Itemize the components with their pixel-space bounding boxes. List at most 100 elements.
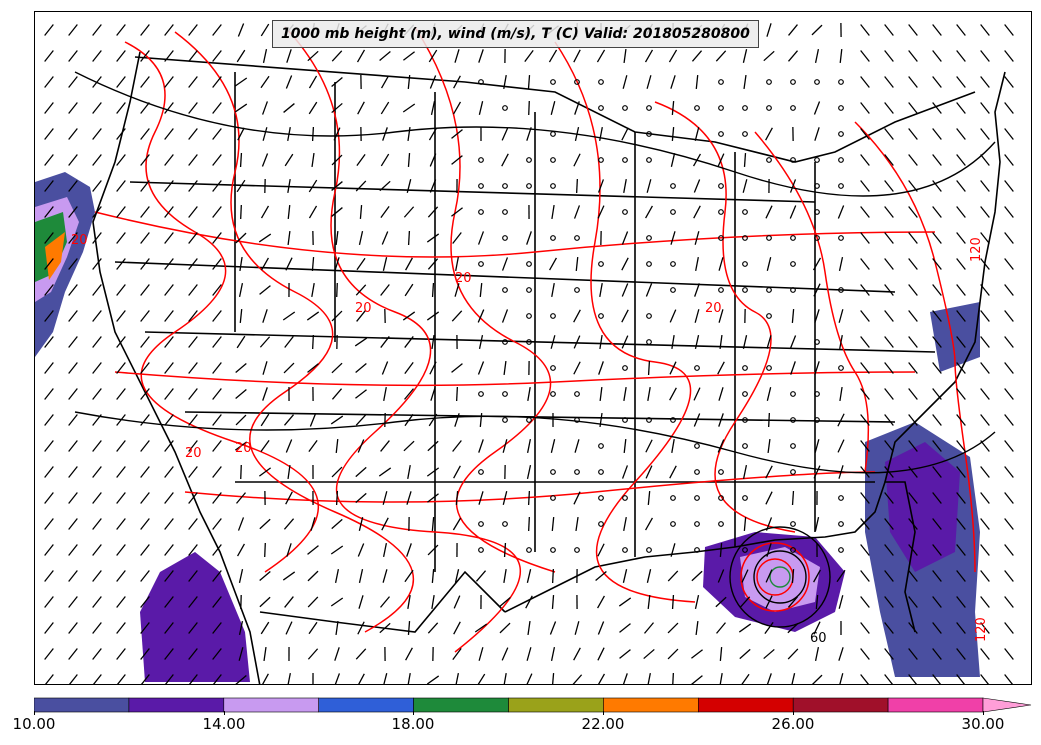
wind-barb [980,206,990,218]
storm-center-contour [740,542,810,612]
wind-barb [814,49,820,63]
wind-barb [164,440,174,452]
wind-barb [188,596,198,608]
wind-barb [717,361,725,375]
wind-barb [381,231,389,245]
wind-barb [932,648,942,660]
wind-barb [140,336,150,348]
wind-barb [92,440,102,452]
wind-barb [573,153,581,167]
wind-barb [92,24,102,36]
wind-barb [908,388,918,400]
wind-barb [671,594,675,610]
wind-barb [359,204,363,220]
wind-barb [932,128,942,140]
wind-barb [884,518,894,530]
calm-wind-marker [550,79,556,85]
calm-wind-marker [670,417,676,423]
wind-barb [260,23,270,37]
wind-barb [382,127,388,141]
calm-wind-marker [598,443,604,449]
wind-barb [188,570,198,582]
wind-barb [212,388,222,400]
wind-barb [741,673,750,684]
wind-barb [68,518,78,530]
wind-barb [357,101,365,115]
wind-barb [259,596,271,608]
wind-barb [430,387,436,401]
wind-barb [380,153,390,167]
wind-barb [932,50,942,62]
wind-barb [621,127,629,141]
wind-barb [932,414,942,426]
wind-barb [980,310,990,322]
wind-barb [68,466,78,478]
wind-barb [308,621,318,635]
wind-barb [357,543,365,557]
calm-wind-marker [718,495,724,501]
wind-barb [212,336,222,348]
wind-barb [331,388,343,400]
wind-barb [140,570,150,582]
wind-barb [477,673,486,684]
wind-barb [406,491,412,505]
wind-barb [526,465,532,479]
wind-barb [813,465,821,479]
calm-wind-marker [718,235,724,241]
wind-barb [719,672,723,684]
wind-barb [116,76,126,88]
wind-barb [1004,648,1014,660]
wind-barb [884,492,894,504]
wind-barb [839,386,843,402]
wind-barb [980,466,990,478]
wind-barb [599,282,603,298]
colorbar-cell [792,697,889,713]
wind-barb [669,361,677,375]
wind-barb [572,674,583,684]
gulf-coastline [504,481,916,633]
wind-barb [212,570,222,582]
wind-barb [407,672,411,684]
wind-barb [404,283,414,297]
wind-barb [358,517,364,531]
wind-barb [331,102,343,114]
wind-barb [116,648,126,660]
wind-barb [188,310,198,322]
calm-wind-marker [814,417,820,423]
wind-barb [68,336,78,348]
wind-barb [140,518,150,530]
calm-wind-marker [718,521,724,527]
wind-barb [68,232,78,244]
wind-barb [307,596,319,608]
wind-barb [884,284,894,296]
wind-barb [503,672,507,684]
wind-barb [405,647,413,661]
wind-barb [287,464,291,480]
wind-barb [645,439,653,453]
wind-barb [306,311,320,321]
wind-barb [331,466,343,478]
calm-wind-marker [622,157,628,163]
wind-barb [262,49,268,63]
wind-barb [623,178,627,194]
wind-barb [164,128,174,140]
wind-shade-pacific-peak [45,232,65,280]
wind-barb [860,674,870,684]
calm-wind-marker [838,287,844,293]
wind-barb [44,180,54,192]
wind-barb [92,414,102,426]
wind-barb [575,516,579,532]
wind-barb [164,414,174,426]
wind-barb [815,594,819,610]
wind-barb [980,518,990,530]
wind-barb [767,438,771,454]
colorbar-cell [603,697,699,713]
calm-wind-marker [574,391,580,397]
calm-wind-marker [670,209,676,215]
calm-wind-marker [742,443,748,449]
calm-wind-marker [838,235,844,241]
wind-barb [548,49,558,63]
wind-barb [427,440,439,452]
contour-label: 20 [71,233,88,248]
wind-barb [691,50,703,62]
